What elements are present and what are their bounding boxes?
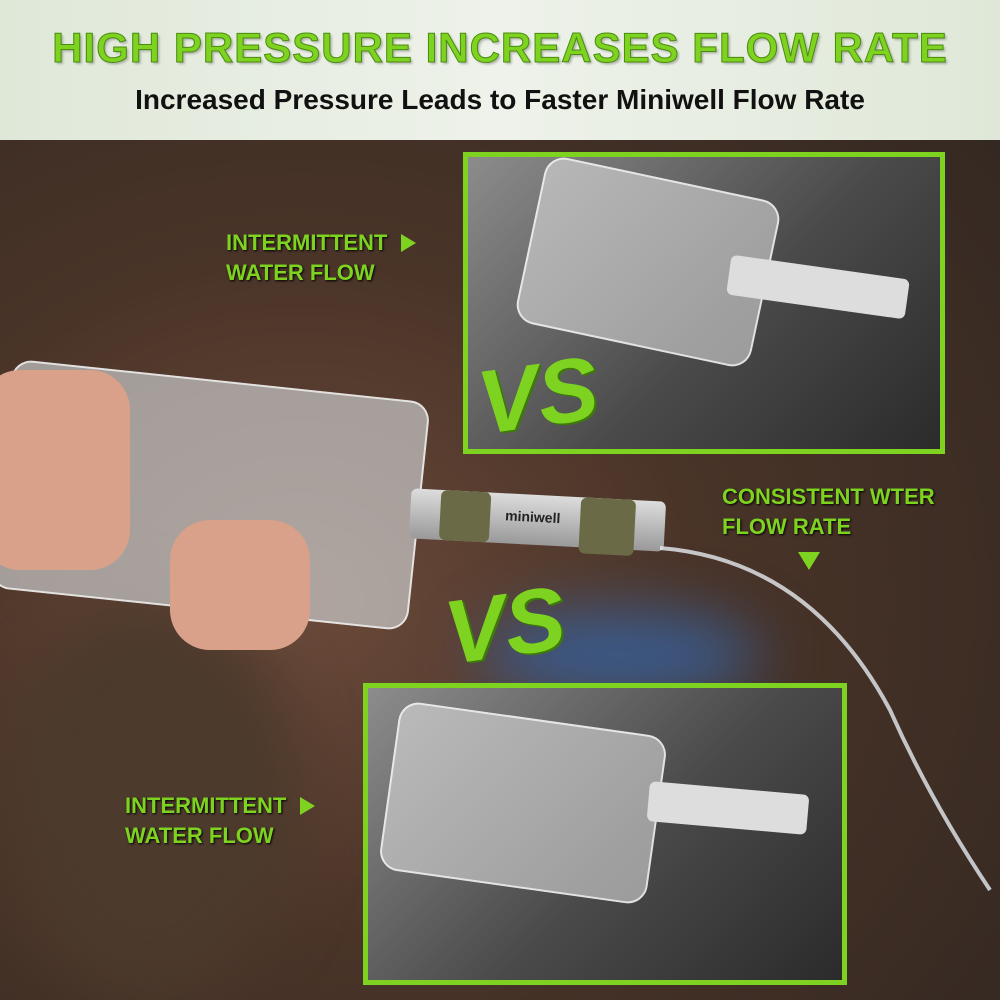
header-banner: HIGH PRESSURE INCREASES FLOW RATE Increa…	[0, 0, 1000, 140]
top-comparison-photo	[463, 152, 945, 454]
hand-left	[0, 370, 130, 570]
hand-right	[170, 520, 310, 650]
label-intermittent-top: INTERMITTENT WATER FLOW	[226, 228, 417, 288]
water-stream	[660, 546, 992, 892]
vs-graphic-top: VS	[471, 338, 605, 454]
headline: HIGH PRESSURE INCREASES FLOW RATE	[52, 24, 948, 72]
arrow-right-icon	[300, 797, 316, 815]
vs-graphic-bottom: VS	[438, 568, 572, 684]
label-intermittent-bottom: INTERMITTENT WATER FLOW	[125, 791, 316, 851]
miniwell-filter: miniwell	[408, 488, 667, 557]
arrow-down-icon	[798, 552, 820, 570]
product-logo: miniwell	[504, 507, 561, 527]
subheadline: Increased Pressure Leads to Faster Miniw…	[135, 84, 865, 115]
label-consistent: CONSISTENT WTER FLOW RATE	[722, 484, 935, 539]
arrow-right-icon	[401, 234, 417, 252]
bottom-comparison-photo	[363, 683, 847, 985]
